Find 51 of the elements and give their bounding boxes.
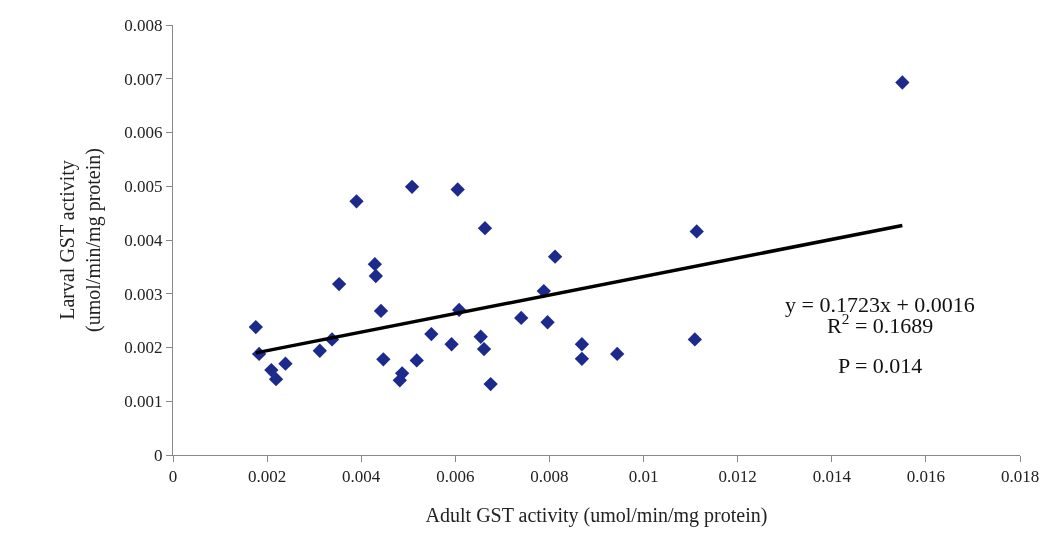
y-tick-label: 0.008 bbox=[124, 15, 163, 35]
point bbox=[476, 341, 492, 357]
point bbox=[547, 249, 563, 264]
point bbox=[477, 221, 493, 236]
point bbox=[540, 315, 555, 330]
point bbox=[349, 194, 364, 209]
point bbox=[376, 352, 391, 367]
y-tick-label: 0.002 bbox=[124, 338, 163, 358]
point bbox=[312, 343, 327, 358]
x-tick-label: 0.008 bbox=[530, 467, 569, 487]
point bbox=[444, 337, 459, 352]
point bbox=[574, 337, 590, 352]
point bbox=[424, 326, 439, 342]
x-axis-title: Adult GST activity (umol/min/mg protein) bbox=[425, 503, 768, 527]
y-tick-label: 0.001 bbox=[124, 392, 163, 412]
point bbox=[689, 224, 704, 239]
y-tick-label: 0.007 bbox=[124, 69, 164, 89]
point bbox=[368, 268, 383, 284]
point bbox=[367, 257, 383, 272]
point bbox=[248, 319, 263, 335]
point bbox=[278, 356, 293, 371]
y-tick-label: 0.003 bbox=[124, 284, 163, 304]
point bbox=[473, 329, 488, 344]
point bbox=[610, 346, 625, 362]
y-tick-label: 0.004 bbox=[124, 230, 164, 250]
y-tick-label: 0.006 bbox=[124, 123, 163, 143]
x-tick-label: 0 bbox=[168, 467, 178, 487]
point bbox=[373, 303, 389, 319]
point bbox=[895, 75, 910, 90]
y-tick-label: 0.005 bbox=[124, 177, 163, 197]
x-tick-label: 0.012 bbox=[718, 467, 757, 487]
point bbox=[450, 182, 465, 197]
point bbox=[268, 372, 284, 387]
x-tick-label: 0.006 bbox=[436, 467, 475, 487]
x-tick-label: 0.014 bbox=[812, 467, 852, 487]
point bbox=[404, 179, 420, 194]
point bbox=[687, 332, 702, 347]
x-tick-label: 0.002 bbox=[247, 467, 287, 487]
point bbox=[409, 353, 424, 368]
annotation: P = 0.014 bbox=[838, 353, 923, 378]
point bbox=[574, 351, 590, 366]
x-tick-label: 0.018 bbox=[1000, 467, 1040, 487]
point bbox=[483, 376, 498, 392]
point bbox=[264, 362, 279, 378]
x-tick-label: 0.016 bbox=[906, 467, 946, 487]
y-tick-label: 0 bbox=[154, 445, 163, 465]
y-axis-title: Larval GST activity (umol/min/mg protein) bbox=[55, 148, 105, 332]
x-tick-label: 0.01 bbox=[628, 467, 659, 487]
point bbox=[331, 276, 347, 292]
point bbox=[514, 310, 529, 326]
x-tick-label: 0.004 bbox=[342, 467, 381, 487]
